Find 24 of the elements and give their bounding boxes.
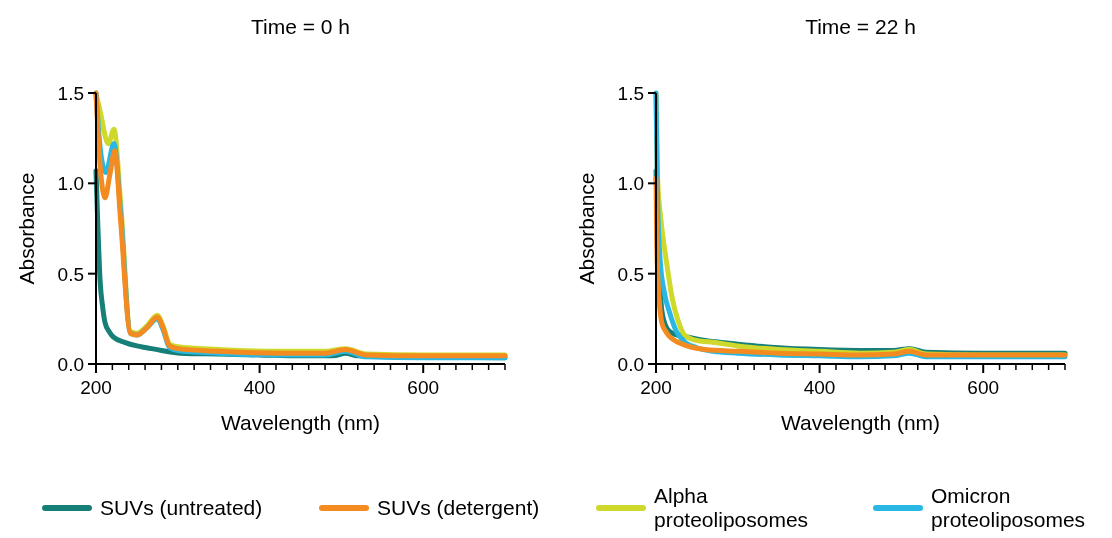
y-tick-label: 1.5	[57, 83, 84, 104]
x-tick-label: 400	[803, 377, 836, 398]
legend-label: SUVs (untreated)	[100, 496, 263, 519]
chart-title: Time = 0 h	[250, 15, 351, 38]
x-axis-title: Wavelength (nm)	[780, 411, 941, 434]
x-tick-label: 200	[640, 377, 672, 398]
y-tick-label: 0.5	[617, 263, 644, 285]
x-axis-title: Wavelength (nm)	[220, 411, 381, 434]
legend-label: SUVs (detergent)	[377, 496, 540, 519]
y-tick-label: 0.0	[617, 354, 644, 375]
y-axis-title: Absorbance	[575, 172, 598, 285]
y-tick-label: 1.0	[57, 173, 84, 195]
y-tick-label: 0.5	[57, 263, 84, 285]
legend-label: Omicron proteoliposomes	[931, 484, 1086, 531]
x-tick-label: 400	[243, 377, 276, 398]
y-tick-label: 0.0	[57, 354, 84, 375]
x-tick-label: 200	[80, 377, 112, 398]
legend-label: Alpha proteoliposomes	[654, 484, 809, 531]
x-tick-label: 600	[967, 377, 1000, 398]
y-tick-label: 1.5	[617, 83, 644, 104]
y-axis-title: Absorbance	[15, 172, 38, 285]
chart-title: Time = 22 h	[805, 15, 916, 38]
x-tick-label: 600	[407, 377, 440, 398]
y-tick-label: 1.0	[617, 173, 644, 195]
